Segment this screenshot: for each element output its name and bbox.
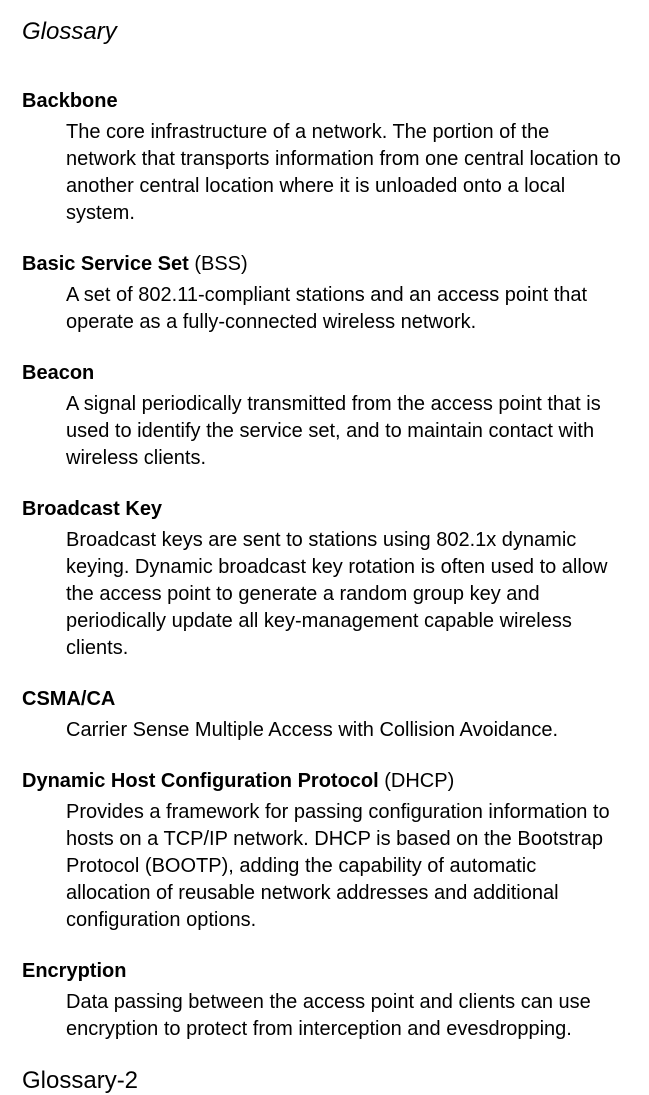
term: CSMA/CA — [22, 688, 115, 710]
definition: Provides a framework for passing configu… — [22, 799, 627, 934]
definition: Broadcast keys are sent to stations usin… — [22, 527, 627, 662]
glossary-entry: Backbone The core infrastructure of a ne… — [22, 88, 627, 227]
term: Beacon — [22, 362, 94, 384]
term-suffix: (BSS) — [189, 253, 248, 275]
term: Basic Service Set — [22, 253, 189, 275]
term-line: CSMA/CA — [22, 686, 627, 713]
term: Backbone — [22, 90, 118, 112]
glossary-entry: Basic Service Set (BSS) A set of 802.11-… — [22, 251, 627, 336]
term: Encryption — [22, 960, 126, 982]
term-line: Dynamic Host Configuration Protocol (DHC… — [22, 768, 627, 795]
glossary-entries: Backbone The core infrastructure of a ne… — [22, 88, 627, 1067]
definition: A signal periodically transmitted from t… — [22, 391, 627, 472]
term-line: Basic Service Set (BSS) — [22, 251, 627, 278]
glossary-entry: CSMA/CA Carrier Sense Multiple Access wi… — [22, 686, 627, 744]
page-title: Glossary — [22, 18, 627, 46]
term-line: Encryption — [22, 958, 627, 985]
term-line: Broadcast Key — [22, 496, 627, 523]
glossary-entry: Encryption Data passing between the acce… — [22, 958, 627, 1043]
definition: Carrier Sense Multiple Access with Colli… — [22, 717, 627, 744]
term-suffix: (DHCP) — [379, 770, 455, 792]
term: Dynamic Host Configuration Protocol — [22, 770, 379, 792]
term-line: Beacon — [22, 360, 627, 387]
glossary-entry: Dynamic Host Configuration Protocol (DHC… — [22, 768, 627, 934]
definition: The core infrastructure of a network. Th… — [22, 119, 627, 227]
glossary-entry: Broadcast Key Broadcast keys are sent to… — [22, 496, 627, 662]
term-line: Backbone — [22, 88, 627, 115]
definition: Data passing between the access point an… — [22, 989, 627, 1043]
glossary-entry: Beacon A signal periodically transmitted… — [22, 360, 627, 472]
page-footer: Glossary-2 — [22, 1067, 627, 1095]
definition: A set of 802.11-compliant stations and a… — [22, 282, 627, 336]
page-root: Glossary Backbone The core infrastructur… — [0, 0, 649, 1056]
term: Broadcast Key — [22, 498, 162, 520]
